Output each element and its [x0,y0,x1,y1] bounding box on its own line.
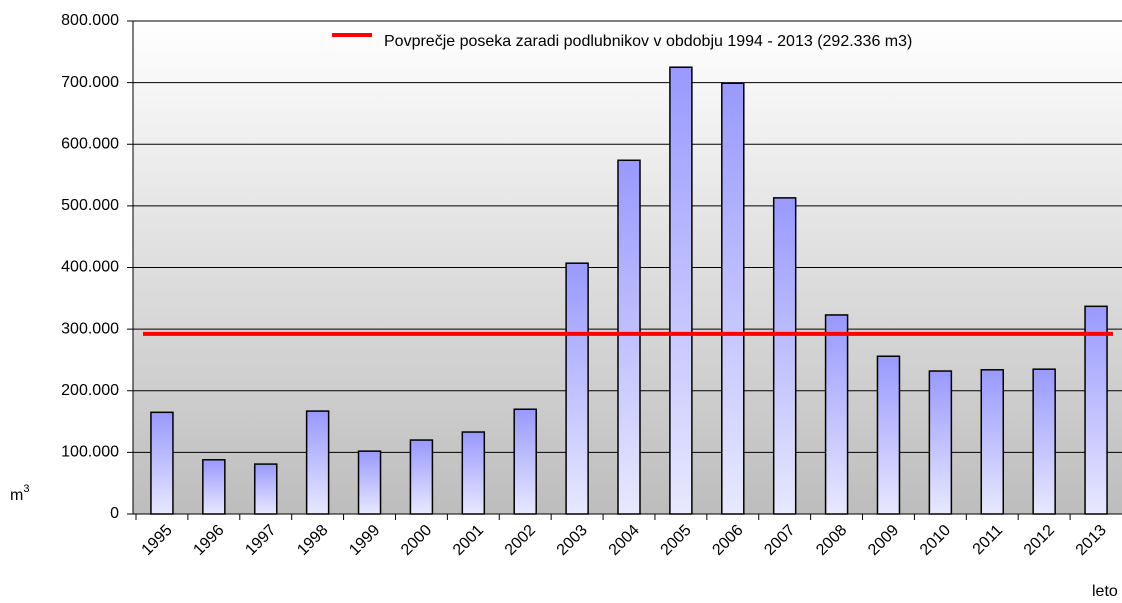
bar [513,408,537,515]
bar [617,159,641,515]
x-tick-label: 1995 [139,522,176,559]
bar [1032,368,1056,515]
bar [565,262,589,515]
y-tick-label: 0 [110,505,119,522]
bar [824,314,849,515]
x-tick-label: 1997 [242,522,279,559]
bar [461,431,486,515]
y-axis-label-base: m [10,487,23,504]
bar [980,369,1005,515]
x-tick-label: 2009 [865,522,902,559]
bar [150,411,174,515]
y-tick-label: 600.000 [61,135,119,152]
x-tick-label: 1998 [294,522,331,559]
x-tick-label: 2011 [970,522,1006,558]
bar [772,197,797,515]
bar [253,463,278,515]
x-tick-label: 2003 [554,522,591,559]
y-axis-label: m3 [10,483,29,504]
x-tick-label: 2013 [1073,522,1110,559]
y-tick-label: 500.000 [61,197,119,214]
bar [202,459,226,515]
x-tick-label: 2001 [450,522,487,559]
y-tick-label: 700.000 [61,74,119,91]
x-tick-label: 2004 [606,522,643,559]
bar [669,66,693,515]
bar [357,450,382,515]
x-tick-label: 2012 [1021,522,1058,559]
y-tick-label: 100.000 [61,444,119,461]
x-tick-label: 2000 [398,522,435,559]
x-tick-label: 1999 [346,522,383,559]
bar [409,439,434,515]
x-tick-label: 2005 [658,522,695,559]
bar [928,370,953,515]
x-tick-label: 2008 [813,522,850,559]
y-tick-label: 400.000 [61,259,119,276]
y-tick-label: 200.000 [61,382,119,399]
bar [876,355,901,515]
bar [1084,305,1108,515]
x-tick-label: 1996 [190,522,227,559]
legend-label: Povprečje poseka zaradi podlubnikov v ob… [384,33,912,50]
bar [305,410,330,515]
x-tick-label: 2010 [917,522,954,559]
x-tick-label: 2007 [761,522,798,559]
x-tick-label: 2006 [709,522,746,559]
x-tick-label: 2002 [502,522,539,559]
x-axis-label: leto [1092,583,1118,600]
y-axis-label-sup: 3 [23,483,29,495]
y-tick-label: 800.000 [61,12,119,29]
y-tick-label: 300.000 [61,320,119,337]
bar [721,82,745,515]
